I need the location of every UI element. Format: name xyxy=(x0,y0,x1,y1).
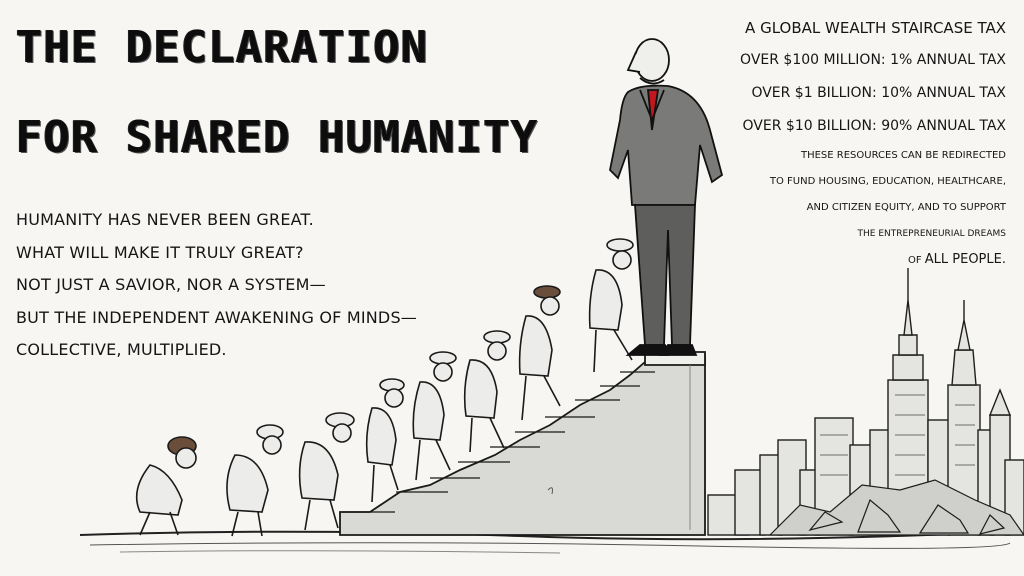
tax-closing-emphasis: ALL PEOPLE. xyxy=(924,252,1006,267)
tax-note-line: AND CITIZEN EQUITY, AND TO SUPPORT xyxy=(806,202,1006,213)
manifesto-line: WHAT WILL MAKE IT TRULY GREAT? xyxy=(16,242,304,262)
figure-crouching xyxy=(135,436,197,536)
tax-closing: OF ALL PEOPLE. xyxy=(686,247,1006,274)
figure-five xyxy=(412,351,457,481)
manifesto-line: NOT JUST A SAVIOR, NOR A SYSTEM— xyxy=(16,275,326,294)
manifesto-line: COLLECTIVE, MULTIPLIED. xyxy=(16,340,227,359)
rubble-pile xyxy=(768,479,1024,536)
figure-two xyxy=(226,424,284,537)
title-line-1: THE DECLARATION xyxy=(16,22,429,73)
manifesto-text: HUMANITY HAS NEVER BEEN GREAT. WHAT WILL… xyxy=(16,204,417,367)
tax-note-line: TO FUND HOUSING, EDUCATION, HEALTHCARE, xyxy=(769,176,1006,187)
manifesto-line: HUMANITY HAS NEVER BEEN GREAT. xyxy=(16,210,314,229)
manifesto-line: BUT THE INDEPENDENT AWAKENING OF MINDS— xyxy=(16,307,418,327)
figure-eight xyxy=(588,238,634,373)
figure-four xyxy=(365,378,405,503)
figure-six xyxy=(463,330,511,453)
tax-note-line: THESE RESOURCES CAN BE REDIRECTED xyxy=(800,150,1006,161)
figure-seven xyxy=(518,285,561,421)
title-line-2: FOR SHARED HUMANITY xyxy=(16,112,539,163)
tax-proposal: A GLOBAL WEALTH STAIRCASE TAX OVER $100 … xyxy=(686,14,1006,274)
tax-tier-100m: OVER $100 MILLION: 1% ANNUAL TAX xyxy=(740,52,1006,68)
tax-note-line: THE ENTREPRENEURIAL DREAMS xyxy=(857,229,1007,239)
skyline-windows xyxy=(820,394,975,476)
tax-heading: A GLOBAL WEALTH STAIRCASE TAX xyxy=(745,19,1006,37)
figure-three xyxy=(298,412,355,531)
tax-tier-1b: OVER $1 BILLION: 10% ANNUAL TAX xyxy=(751,85,1006,101)
tax-closing-prefix: OF xyxy=(907,255,925,266)
businessman-figure xyxy=(609,38,724,356)
ground xyxy=(79,530,1011,554)
climbing-figures xyxy=(135,238,634,537)
tax-tier-10b: OVER $10 BILLION: 90% ANNUAL TAX xyxy=(742,118,1006,134)
